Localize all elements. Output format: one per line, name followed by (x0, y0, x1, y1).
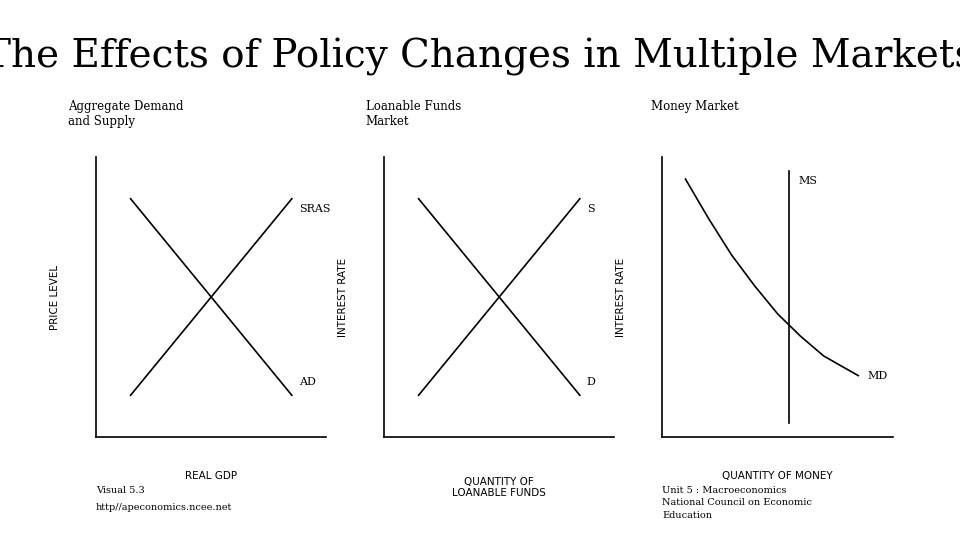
Text: Visual 5.3: Visual 5.3 (96, 486, 145, 495)
Text: PRICE LEVEL: PRICE LEVEL (50, 265, 60, 329)
Text: Loanable Funds
Market: Loanable Funds Market (366, 100, 461, 129)
Text: D: D (587, 377, 595, 387)
Text: MS: MS (799, 176, 817, 186)
Text: QUANTITY OF
LOANABLE FUNDS: QUANTITY OF LOANABLE FUNDS (452, 477, 546, 498)
Text: The Effects of Policy Changes in Multiple Markets: The Effects of Policy Changes in Multipl… (0, 38, 960, 76)
Text: SRAS: SRAS (299, 204, 330, 214)
Text: INTEREST RATE: INTEREST RATE (616, 258, 626, 336)
Text: Money Market: Money Market (651, 100, 738, 113)
Text: National Council on Economic: National Council on Economic (662, 498, 812, 508)
Text: http//apeconomics.ncee.net: http//apeconomics.ncee.net (96, 503, 232, 512)
Text: QUANTITY OF MONEY: QUANTITY OF MONEY (722, 471, 833, 481)
Text: Aggregate Demand
and Supply: Aggregate Demand and Supply (68, 100, 184, 129)
Text: REAL GDP: REAL GDP (185, 471, 237, 481)
Text: Education: Education (662, 511, 712, 520)
Text: Unit 5 : Macroeconomics: Unit 5 : Macroeconomics (662, 486, 787, 495)
Text: MD: MD (868, 370, 888, 381)
Text: S: S (587, 204, 594, 214)
Text: INTEREST RATE: INTEREST RATE (338, 258, 348, 336)
Text: AD: AD (299, 377, 316, 387)
